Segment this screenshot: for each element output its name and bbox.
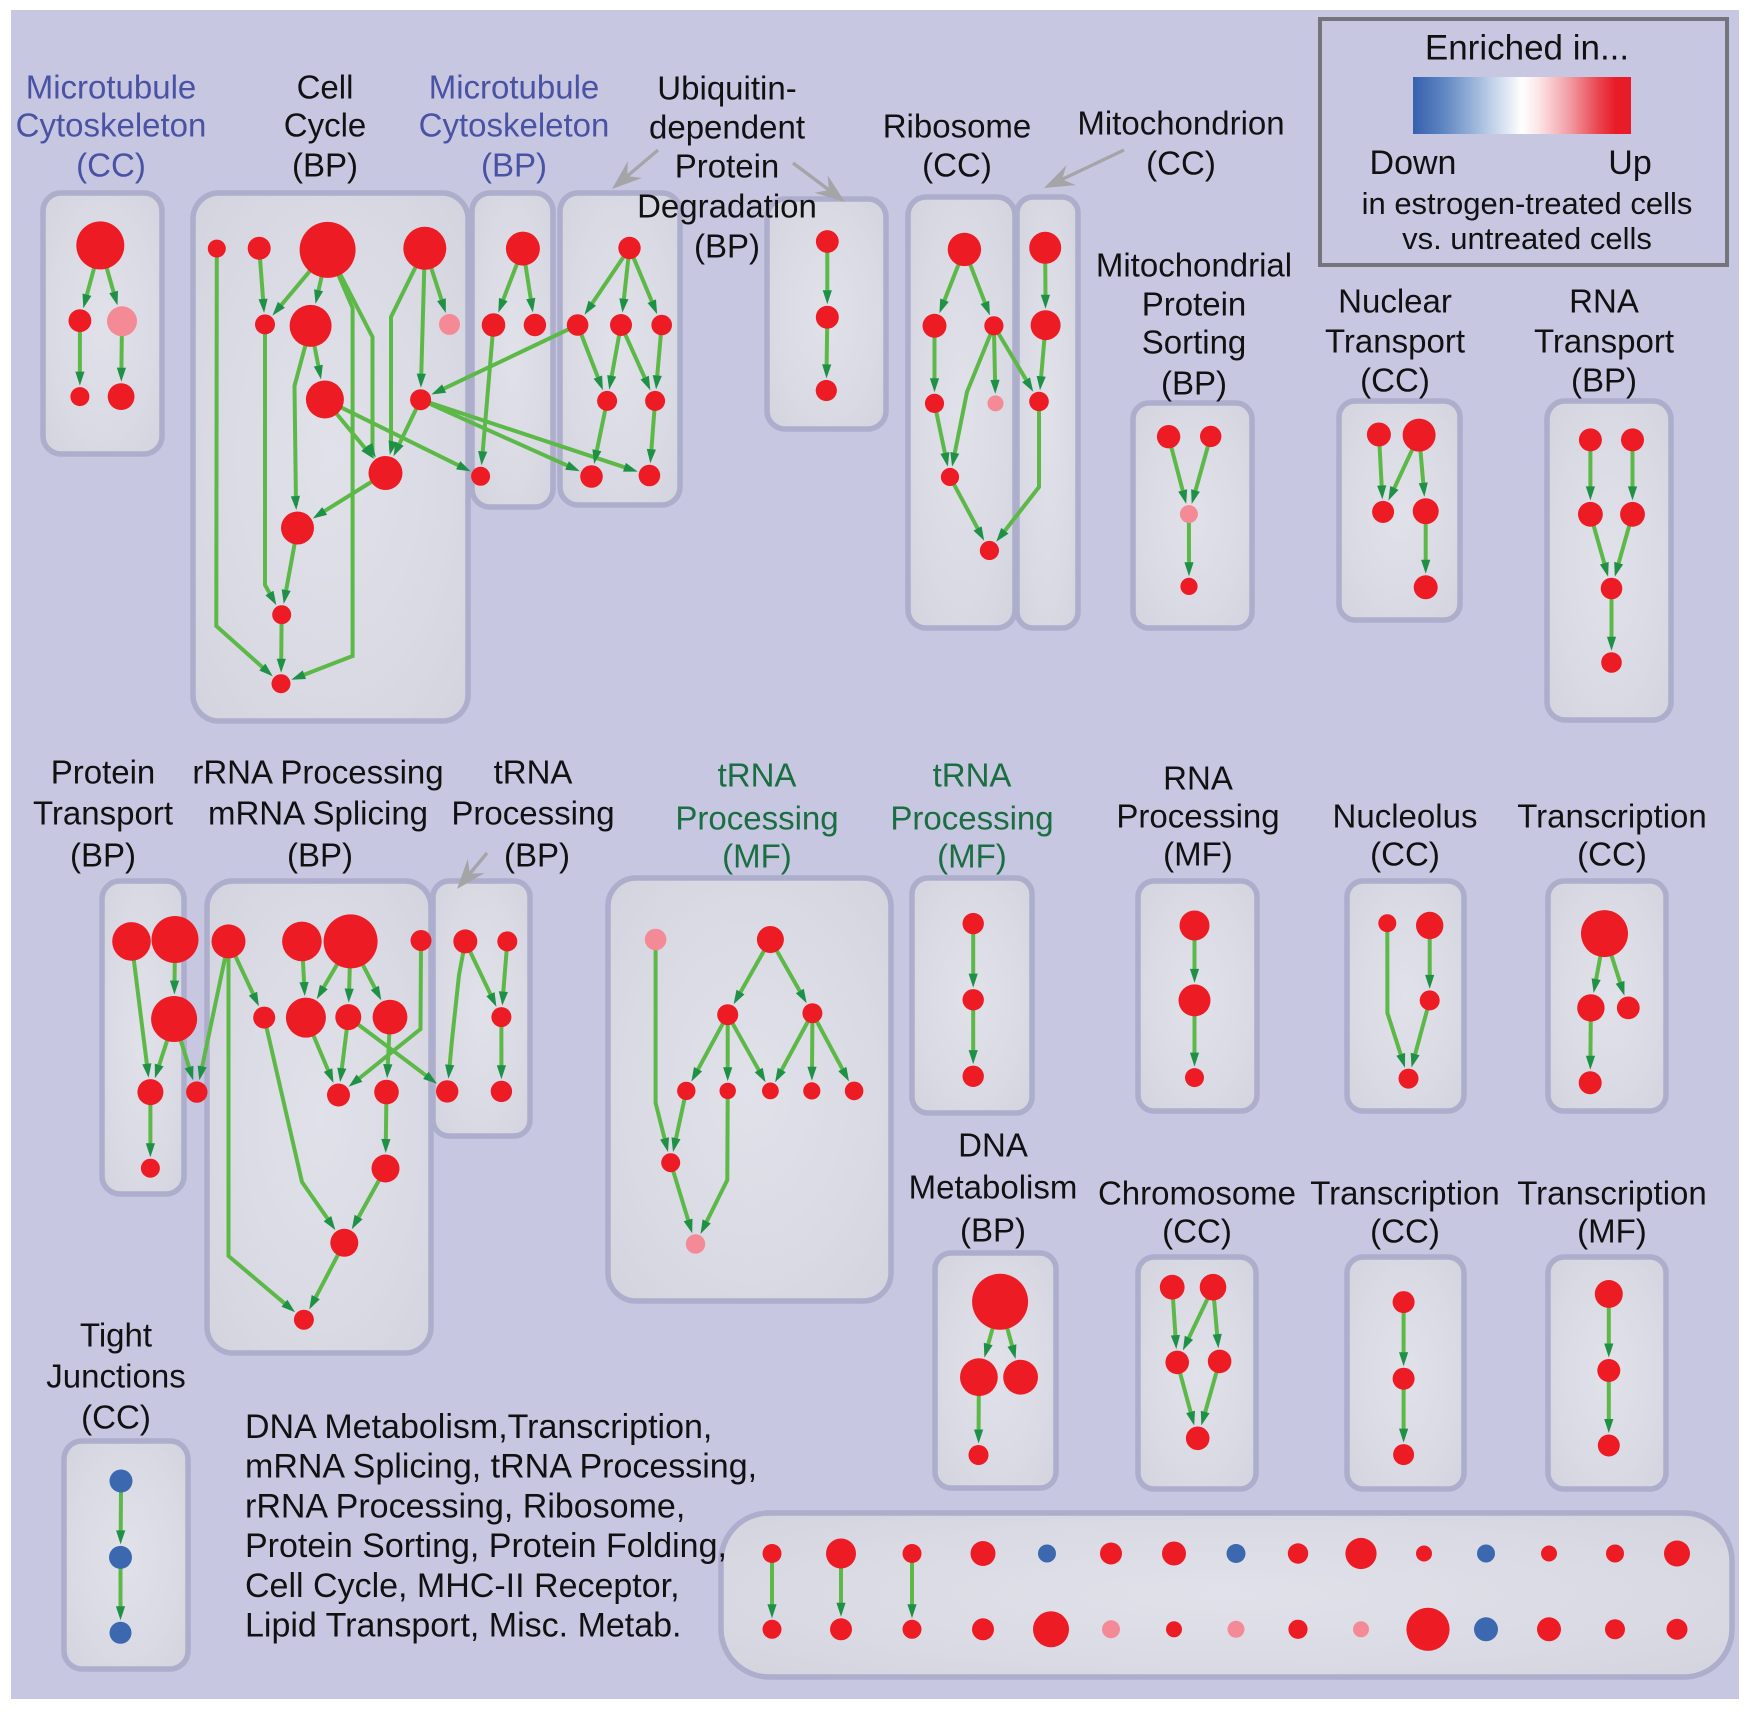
svg-text:Nucleolus: Nucleolus bbox=[1333, 798, 1478, 835]
svg-text:Metabolism: Metabolism bbox=[909, 1169, 1078, 1206]
svg-text:Cell: Cell bbox=[297, 69, 354, 106]
svg-text:Processing: Processing bbox=[890, 800, 1053, 837]
svg-text:Sorting: Sorting bbox=[1142, 324, 1247, 361]
svg-text:DNA Metabolism,Transcription,: DNA Metabolism,Transcription, bbox=[245, 1408, 712, 1446]
svg-text:Degradation: Degradation bbox=[637, 188, 817, 225]
svg-text:(CC): (CC) bbox=[76, 147, 146, 184]
svg-text:RNA: RNA bbox=[1569, 283, 1639, 320]
svg-text:Protein Sorting, Protein Foldi: Protein Sorting, Protein Folding, bbox=[245, 1527, 727, 1565]
svg-text:Processing: Processing bbox=[451, 795, 614, 832]
svg-text:Tight: Tight bbox=[80, 1317, 152, 1354]
svg-text:Up: Up bbox=[1608, 144, 1651, 182]
svg-text:Transcription: Transcription bbox=[1517, 798, 1707, 835]
svg-text:(BP): (BP) bbox=[481, 147, 547, 184]
svg-text:Nuclear: Nuclear bbox=[1338, 283, 1452, 320]
svg-text:Down: Down bbox=[1370, 144, 1457, 182]
svg-text:Enriched in...: Enriched in... bbox=[1425, 28, 1629, 67]
svg-text:mRNA Splicing, tRNA Processing: mRNA Splicing, tRNA Processing, bbox=[245, 1448, 757, 1486]
svg-text:(BP): (BP) bbox=[292, 147, 358, 184]
svg-text:(MF): (MF) bbox=[937, 838, 1007, 875]
svg-text:Microtubule: Microtubule bbox=[26, 69, 197, 106]
svg-text:(MF): (MF) bbox=[722, 838, 792, 875]
svg-text:in estrogen-treated cells: in estrogen-treated cells bbox=[1362, 186, 1693, 221]
svg-text:(BP): (BP) bbox=[287, 837, 353, 874]
svg-text:(CC): (CC) bbox=[1577, 836, 1647, 873]
svg-text:Protein: Protein bbox=[675, 148, 780, 185]
svg-text:Protein: Protein bbox=[51, 754, 156, 791]
svg-text:Ribosome: Ribosome bbox=[883, 108, 1032, 145]
svg-text:(BP): (BP) bbox=[504, 837, 570, 874]
svg-text:Transport: Transport bbox=[1534, 323, 1674, 360]
svg-text:Junctions: Junctions bbox=[46, 1358, 185, 1395]
svg-text:Ubiquitin-: Ubiquitin- bbox=[657, 70, 796, 107]
svg-text:(BP): (BP) bbox=[960, 1212, 1026, 1249]
svg-text:Transport: Transport bbox=[33, 795, 173, 832]
svg-text:tRNA: tRNA bbox=[494, 754, 573, 791]
svg-text:Transcription: Transcription bbox=[1517, 1175, 1707, 1212]
svg-text:(CC): (CC) bbox=[1370, 836, 1440, 873]
svg-text:Cell Cycle, MHC-II Receptor,: Cell Cycle, MHC-II Receptor, bbox=[245, 1567, 680, 1605]
svg-text:Mitochondrial: Mitochondrial bbox=[1096, 247, 1292, 284]
svg-text:(BP): (BP) bbox=[70, 837, 136, 874]
svg-text:(CC): (CC) bbox=[1146, 145, 1216, 182]
svg-text:Processing: Processing bbox=[1116, 798, 1279, 835]
svg-text:(MF): (MF) bbox=[1577, 1213, 1647, 1250]
svg-text:(CC): (CC) bbox=[1370, 1213, 1440, 1250]
svg-text:Cytoskeleton: Cytoskeleton bbox=[16, 107, 207, 144]
svg-text:(CC): (CC) bbox=[1162, 1213, 1232, 1250]
svg-text:(CC): (CC) bbox=[81, 1399, 151, 1436]
svg-text:tRNA: tRNA bbox=[933, 757, 1012, 794]
svg-text:DNA: DNA bbox=[958, 1127, 1028, 1164]
svg-text:(BP): (BP) bbox=[1571, 362, 1637, 399]
svg-text:Mitochondrion: Mitochondrion bbox=[1077, 105, 1284, 142]
svg-text:Lipid Transport, Misc. Metab.: Lipid Transport, Misc. Metab. bbox=[245, 1607, 682, 1645]
svg-text:RNA: RNA bbox=[1163, 760, 1233, 797]
svg-text:(CC): (CC) bbox=[922, 147, 992, 184]
svg-text:mRNA Splicing: mRNA Splicing bbox=[208, 795, 428, 832]
svg-text:Cycle: Cycle bbox=[284, 107, 367, 144]
svg-text:Chromosome: Chromosome bbox=[1098, 1175, 1296, 1212]
svg-text:rRNA Processing, Ribosome,: rRNA Processing, Ribosome, bbox=[245, 1487, 685, 1525]
svg-text:Transport: Transport bbox=[1325, 323, 1465, 360]
svg-text:rRNA Processing: rRNA Processing bbox=[192, 754, 443, 791]
svg-text:dependent: dependent bbox=[649, 109, 805, 146]
svg-text:(CC): (CC) bbox=[1360, 362, 1430, 399]
svg-text:vs. untreated cells: vs. untreated cells bbox=[1402, 221, 1652, 256]
svg-text:Microtubule: Microtubule bbox=[429, 69, 600, 106]
svg-text:Protein: Protein bbox=[1142, 286, 1247, 323]
svg-text:tRNA: tRNA bbox=[718, 757, 797, 794]
svg-text:Cytoskeleton: Cytoskeleton bbox=[419, 107, 610, 144]
svg-text:(MF): (MF) bbox=[1163, 836, 1233, 873]
svg-text:Transcription: Transcription bbox=[1310, 1175, 1500, 1212]
svg-text:Processing: Processing bbox=[675, 800, 838, 837]
svg-text:(BP): (BP) bbox=[694, 228, 760, 265]
svg-text:(BP): (BP) bbox=[1161, 365, 1227, 402]
